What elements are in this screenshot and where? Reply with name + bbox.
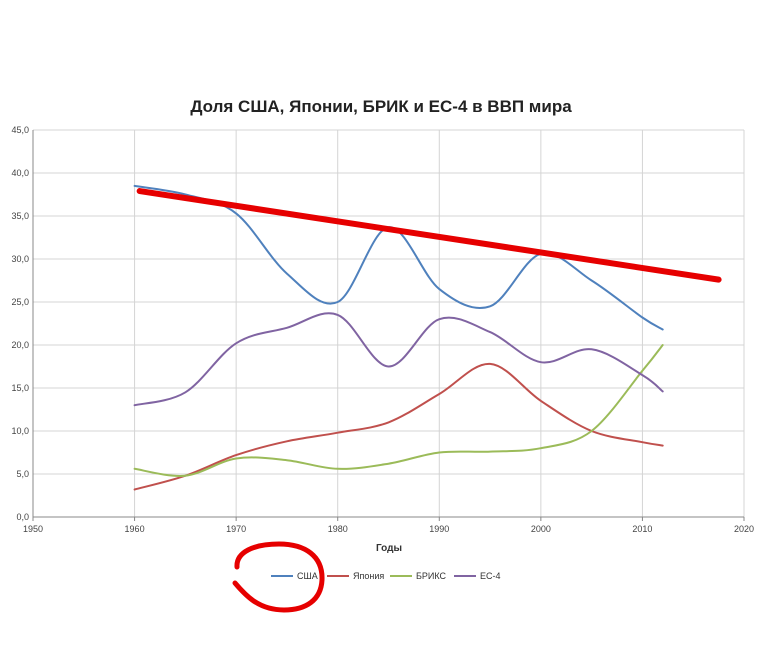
legend-label-0: США (297, 571, 318, 581)
y-tick-label: 30,0 (11, 254, 29, 264)
y-tick-label: 20,0 (11, 340, 29, 350)
x-tick-label: 2000 (531, 524, 551, 534)
series-line-0 (133, 184, 664, 331)
series-group (133, 184, 664, 491)
x-tick-label: 1960 (125, 524, 145, 534)
red-circle-annotation (232, 541, 325, 613)
x-tick-label: 2010 (632, 524, 652, 534)
legend-label-1: Япония (353, 571, 384, 581)
y-tick-label: 35,0 (11, 211, 29, 221)
legend-label-3: ЕС-4 (480, 571, 501, 581)
x-tick-label: 1980 (328, 524, 348, 534)
x-tick-label: 1970 (226, 524, 246, 534)
y-tick-label: 0,0 (16, 512, 29, 522)
grid (32, 129, 745, 518)
y-tick-label: 25,0 (11, 297, 29, 307)
legend: США Япония БРИКС ЕС-4 (271, 571, 501, 581)
x-tick-label: 1990 (429, 524, 449, 534)
y-tick-label: 10,0 (11, 426, 29, 436)
x-axis-label: Годы (376, 543, 402, 554)
y-tick-label: 45,0 (11, 125, 29, 135)
y-tick-label: 5,0 (16, 469, 29, 479)
y-tick-label: 15,0 (11, 383, 29, 393)
x-tick-label: 1950 (23, 524, 43, 534)
series-line-1 (133, 362, 664, 491)
series-line-2 (133, 344, 664, 477)
axes: 0,0 5,0 10,0 15,0 20,0 25,0 30,0 35,0 40,0 45,0 19… (11, 125, 754, 534)
red-trend-line (136, 188, 722, 283)
chart-title: Доля США, Японии, БРИК и ЕС-4 в ВВП мира (190, 97, 572, 116)
annotations (136, 188, 722, 613)
x-tick-label: 2020 (734, 524, 754, 534)
series-line-3 (133, 312, 664, 407)
y-tick-label: 40,0 (11, 168, 29, 178)
legend-label-2: БРИКС (416, 571, 447, 581)
